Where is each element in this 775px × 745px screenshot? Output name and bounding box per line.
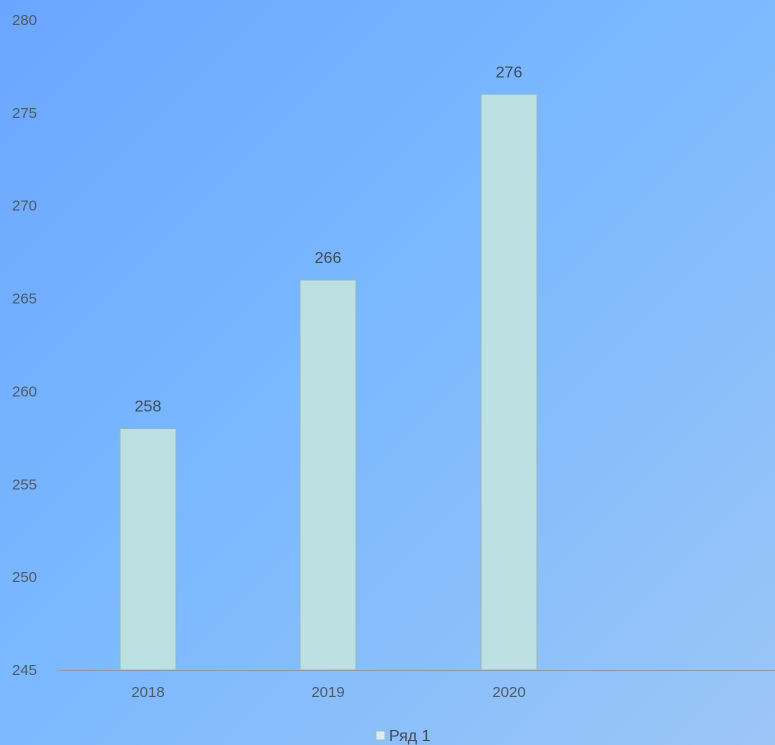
bar [480, 93, 538, 671]
y-tick-label: 280 [12, 12, 37, 29]
bar-data-label: 266 [315, 250, 342, 267]
legend-swatch [375, 730, 386, 741]
y-tick-label: 265 [12, 291, 37, 308]
bar [119, 428, 177, 671]
bar-data-label: 276 [496, 64, 523, 81]
legend-label: Ряд 1 [389, 728, 431, 745]
y-tick-label: 250 [12, 569, 37, 586]
y-tick-label: 270 [12, 198, 37, 215]
y-tick-label: 275 [12, 105, 37, 122]
x-axis-ticks: 2018 2019 2020 [131, 684, 525, 701]
y-axis-ticks: 245 250 255 260 265 270 275 280 [12, 12, 37, 679]
data-labels-group: 258 266 276 [135, 64, 523, 415]
bars-group [119, 93, 538, 671]
y-tick-label: 260 [12, 383, 37, 400]
y-tick-label: 255 [12, 476, 37, 493]
y-tick-label: 245 [12, 662, 37, 679]
x-tick-label: 2019 [311, 684, 344, 701]
legend: Ряд 1 [375, 728, 431, 745]
x-tick-label: 2018 [131, 684, 164, 701]
bar-data-label: 258 [135, 399, 162, 416]
bar [299, 279, 357, 671]
x-tick-label: 2020 [492, 684, 525, 701]
